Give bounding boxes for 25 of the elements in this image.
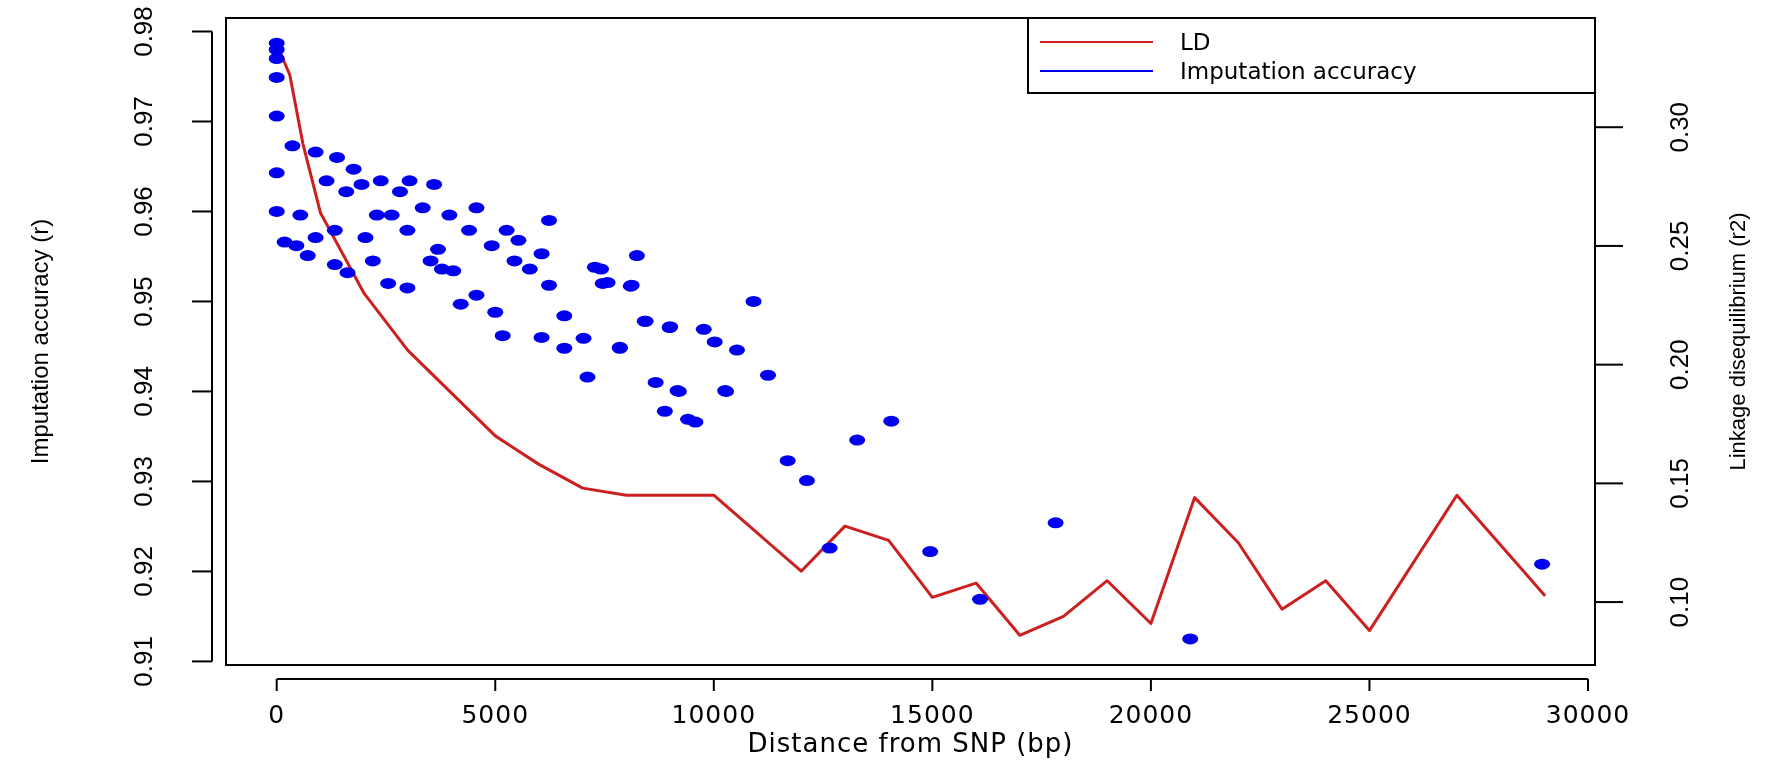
y-tick-label: 0.91	[128, 636, 158, 687]
legend-label: LD	[1180, 29, 1211, 55]
y-tick-label: 0.95	[128, 276, 158, 327]
x-tick-label: 10000	[671, 700, 757, 729]
x-tick-label: 0	[268, 700, 286, 729]
y-tick-label: 0.97	[128, 96, 158, 147]
x-tick-label: 30000	[1545, 700, 1631, 729]
y-axis-title: Imputation accuracy (r)	[26, 218, 53, 465]
y-tick-label: 0.92	[128, 546, 158, 597]
y-tick-label: 0.96	[128, 186, 158, 237]
y-tick-label: 0.93	[128, 456, 158, 507]
y2-tick-label: 0.30	[1664, 101, 1694, 153]
x-tick-label: 25000	[1327, 700, 1412, 729]
y2-axis-title: Linkage disequilibrium (r2)	[1725, 212, 1750, 471]
y2-tick-label: 0.25	[1664, 220, 1694, 272]
y2-tick-label: 0.15	[1664, 458, 1694, 509]
x-axis-title: Distance from SNP (bp)	[747, 728, 1074, 758]
legend-label: Imputation accuracy	[1180, 58, 1417, 84]
y2-tick-label: 0.20	[1664, 339, 1694, 390]
x-tick-label: 20000	[1108, 700, 1194, 729]
y2-tick-label: 0.10	[1664, 576, 1694, 628]
y-tick-label: 0.98	[128, 6, 158, 57]
x-tick-label: 5000	[461, 700, 530, 729]
x-tick-label: 15000	[890, 700, 975, 729]
y-tick-label: 0.94	[128, 366, 158, 417]
